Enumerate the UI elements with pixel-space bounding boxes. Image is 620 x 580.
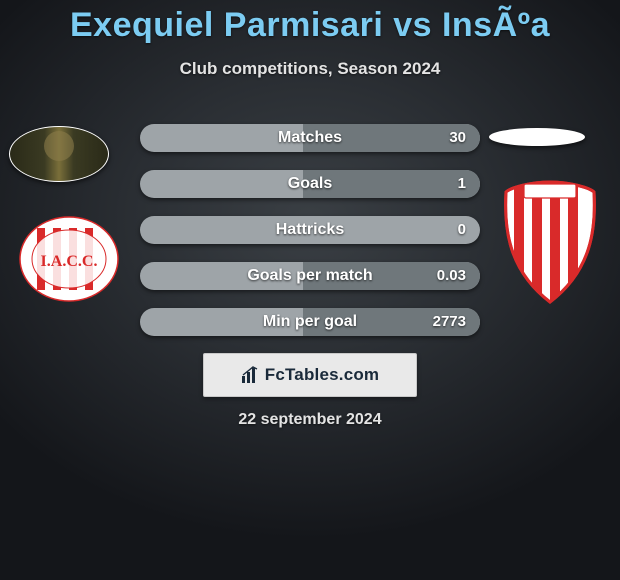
stats-list: Matches 30 Goals 1 Hattricks 0 Goals per…	[140, 124, 480, 354]
stat-row-hattricks: Hattricks 0	[140, 216, 480, 244]
club-crest-right	[500, 178, 600, 306]
fctables-link[interactable]: FcTables.com	[203, 353, 417, 397]
stat-label: Goals per match	[140, 262, 480, 290]
stat-right-value: 1	[458, 170, 466, 198]
stat-label: Min per goal	[140, 308, 480, 336]
stat-row-gpm: Goals per match 0.03	[140, 262, 480, 290]
stat-row-mpg: Min per goal 2773	[140, 308, 480, 336]
club-crest-left: I.A.C.C.	[19, 216, 119, 302]
stat-right-value: 0	[458, 216, 466, 244]
stat-row-goals: Goals 1	[140, 170, 480, 198]
stat-right-value: 0.03	[437, 262, 466, 290]
club-left-badge-text: I.A.C.C.	[41, 253, 98, 270]
stat-row-matches: Matches 30	[140, 124, 480, 152]
bar-chart-icon	[241, 366, 259, 384]
shield-icon: I.A.C.C.	[19, 216, 119, 302]
page-subtitle: Club competitions, Season 2024	[0, 59, 620, 79]
comparison-card: Exequiel Parmisari vs InsÃºa Club compet…	[0, 0, 620, 580]
footer-brand-text: FcTables.com	[265, 365, 380, 385]
stat-label: Hattricks	[140, 216, 480, 244]
stat-right-value: 30	[449, 124, 466, 152]
stat-label: Goals	[140, 170, 480, 198]
stat-right-value: 2773	[433, 308, 466, 336]
player-photo-right	[489, 128, 585, 146]
page-title: Exequiel Parmisari vs InsÃºa	[0, 0, 620, 45]
date-line: 22 september 2024	[0, 411, 620, 429]
player-photo-left	[9, 126, 109, 182]
shield-icon	[500, 178, 600, 306]
stat-label: Matches	[140, 124, 480, 152]
